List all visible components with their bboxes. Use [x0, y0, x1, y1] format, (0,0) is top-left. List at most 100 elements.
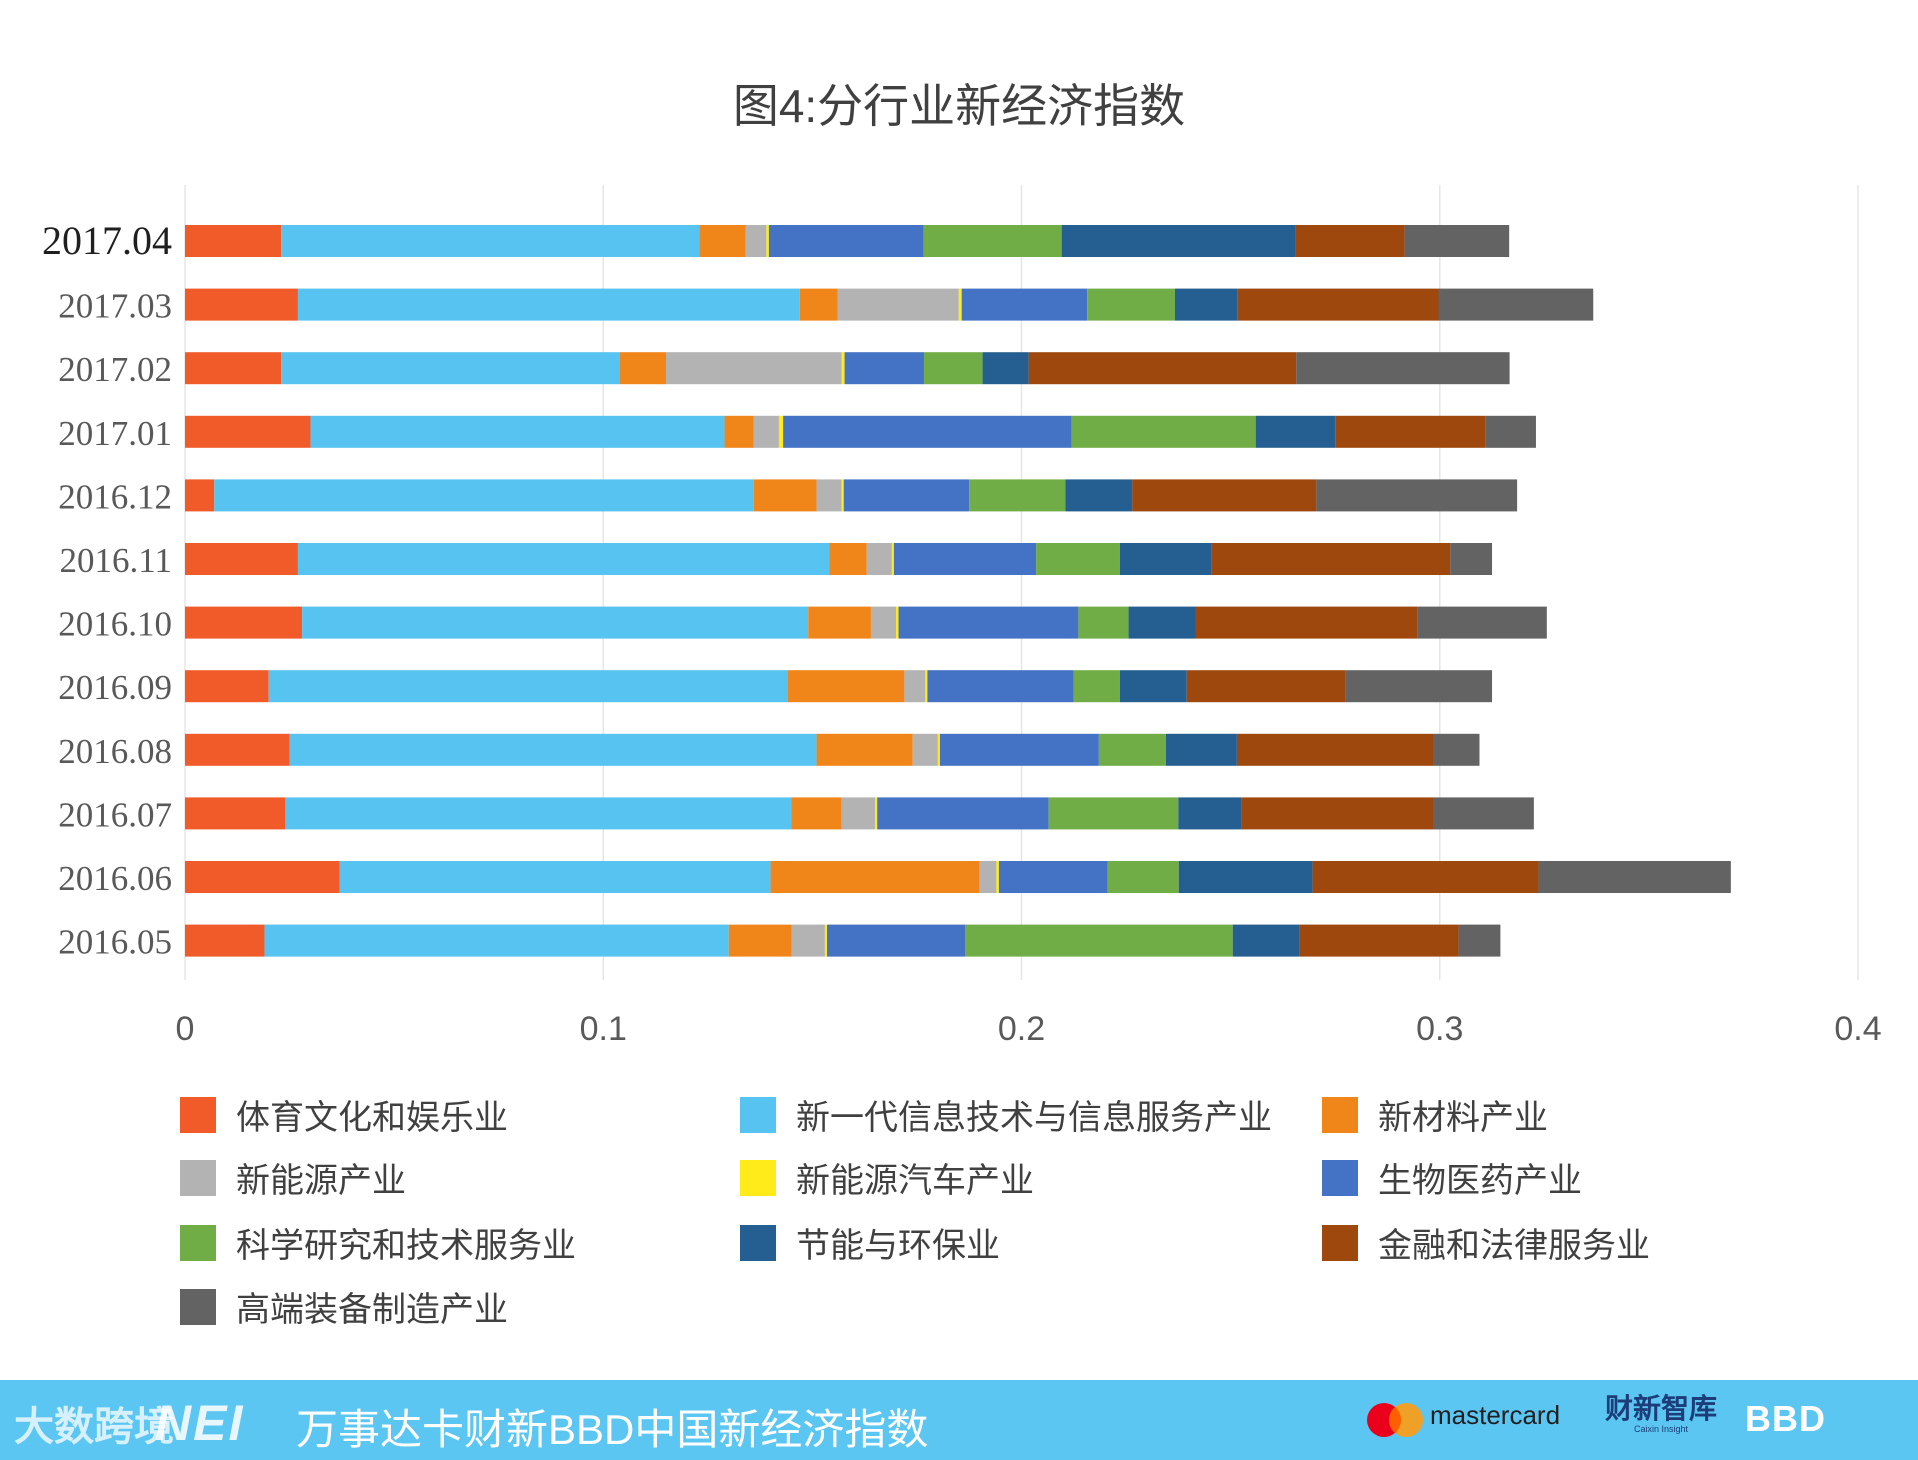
bar-segment	[1087, 288, 1175, 321]
legend-item: 新材料产业	[1322, 1090, 1548, 1139]
legend-swatch	[740, 1224, 776, 1261]
bar-segment	[1048, 797, 1179, 830]
bar-segment	[1036, 543, 1120, 575]
legend-item: 金融和法律服务业	[1322, 1218, 1650, 1267]
watermark-text: 大数跨境	[14, 1405, 174, 1449]
bar-segment	[1098, 733, 1166, 766]
y-category-label: 2017.03	[58, 287, 172, 326]
bar-segment	[927, 670, 1074, 703]
bar-segment	[185, 924, 265, 957]
y-category-label: 2016.08	[58, 732, 172, 771]
bar-segment	[808, 606, 871, 639]
bar-segment	[841, 479, 844, 512]
bar-segment	[1296, 352, 1510, 385]
bar-segment	[923, 225, 1062, 257]
footer-banner: 大数跨境 NEI 万事达卡财新BBD中国新经济指数 mastercard 财新智…	[0, 1380, 1918, 1460]
y-category-label: 2017.02	[58, 350, 172, 389]
y-axis-labels: 2017.04 2017.03 2017.02 2017.01 2016.12 2016.…	[42, 218, 172, 962]
bar-segment	[1316, 479, 1518, 512]
bar-segment	[877, 797, 1049, 830]
bar-segment	[1128, 606, 1196, 639]
bar-segment	[961, 288, 1088, 321]
bar-segment	[1299, 924, 1459, 957]
bar-segment	[1195, 606, 1418, 639]
bar-segment	[1538, 861, 1731, 893]
bar-segment	[1028, 352, 1297, 385]
bar-segment	[619, 352, 666, 385]
bar-segment	[824, 924, 828, 957]
bar-segment	[1450, 543, 1493, 575]
x-axis-ticks: 0 0.1 0.2 0.3 0.4	[176, 1010, 1882, 1048]
bar-segment	[939, 733, 1099, 766]
bar-segment	[1312, 861, 1539, 893]
y-category-label: 2016.11	[60, 541, 172, 580]
bar-segment	[302, 606, 809, 639]
y-category-label: 2017.01	[58, 414, 172, 453]
legend-swatch	[180, 1096, 216, 1133]
y-category-label: 2016.10	[58, 605, 172, 644]
bar-segment	[185, 479, 215, 512]
bar-segment	[844, 352, 925, 385]
bar-segment	[1417, 606, 1547, 639]
bar-segment	[979, 861, 997, 893]
chart-title: 图4:分行业新经济指数	[732, 80, 1186, 132]
footer-title: 万事达卡财新BBD中国新经济指数	[296, 1406, 929, 1453]
bar-segment	[1211, 543, 1451, 575]
chart-plot: 2017.04 2017.03 2017.02 2017.01 2016.12 2016.…	[42, 185, 1882, 1048]
bar-segment	[1174, 288, 1238, 321]
bar-segment	[728, 924, 792, 957]
legend-label: 新材料产业	[1378, 1099, 1548, 1137]
x-tick-label: 0	[176, 1010, 195, 1048]
caixin-subtext: Caixin Insight	[1633, 1424, 1689, 1434]
bar-segment	[870, 606, 897, 639]
bar-segment	[768, 225, 924, 257]
bar-segment	[1132, 479, 1317, 512]
legend-label: 节能与环保业	[796, 1227, 1000, 1265]
legend-item: 节能与环保业	[740, 1218, 1000, 1267]
legend-swatch	[1322, 1224, 1358, 1261]
bar-segment	[925, 670, 928, 703]
bar-segment	[185, 606, 303, 639]
bar-segment	[185, 288, 298, 321]
bar-segment	[778, 415, 784, 448]
bar-segment	[214, 479, 754, 512]
bar-segment	[783, 415, 1072, 448]
bar-segment	[665, 352, 842, 385]
bar-segment	[1232, 924, 1300, 957]
bar-segment	[866, 543, 892, 575]
legend-item: 高端装备制造产业	[180, 1282, 508, 1331]
bar-segment	[1237, 288, 1439, 321]
bar-segment	[1178, 797, 1242, 830]
legend: 体育文化和娱乐业 新一代信息技术与信息服务产业 新材料产业 新能源产业 新能源汽车产业 生…	[0, 1090, 1918, 1350]
bar-segment	[875, 797, 878, 830]
bar-segment	[1438, 288, 1594, 321]
bar-segment	[816, 479, 842, 512]
bar-segment	[185, 415, 311, 448]
bar-segment	[185, 352, 282, 385]
legend-swatch	[740, 1159, 776, 1196]
bar-segment	[339, 861, 771, 893]
bar-segment	[297, 543, 830, 575]
bar-segment	[1061, 225, 1296, 257]
bar-segment	[841, 797, 876, 830]
bar-segment	[937, 733, 940, 766]
caixin-logo: 财新智库 Caixin Insight	[1605, 1393, 1718, 1435]
x-tick-label: 0.2	[998, 1010, 1045, 1048]
bar-segment	[1078, 606, 1129, 639]
bar-segment	[1345, 670, 1493, 703]
bar-segment	[1335, 415, 1486, 448]
caixin-text: 财新智库	[1605, 1393, 1718, 1424]
bar-segment	[1119, 543, 1212, 575]
bar-segment	[969, 479, 1066, 512]
legend-item: 新能源汽车产业	[740, 1153, 1034, 1202]
bar-segment	[753, 415, 779, 448]
nei-logo: NEI	[155, 1395, 245, 1451]
bar-segment	[1433, 733, 1480, 766]
bar-segment	[1255, 415, 1336, 448]
bar-segment	[1433, 797, 1534, 830]
legend-item: 科学研究和技术服务业	[180, 1218, 576, 1267]
legend-item: 新一代信息技术与信息服务产业	[740, 1090, 1272, 1139]
bar-segment	[185, 670, 269, 703]
x-tick-label: 0.1	[580, 1010, 627, 1048]
bar-segment	[998, 861, 1108, 893]
